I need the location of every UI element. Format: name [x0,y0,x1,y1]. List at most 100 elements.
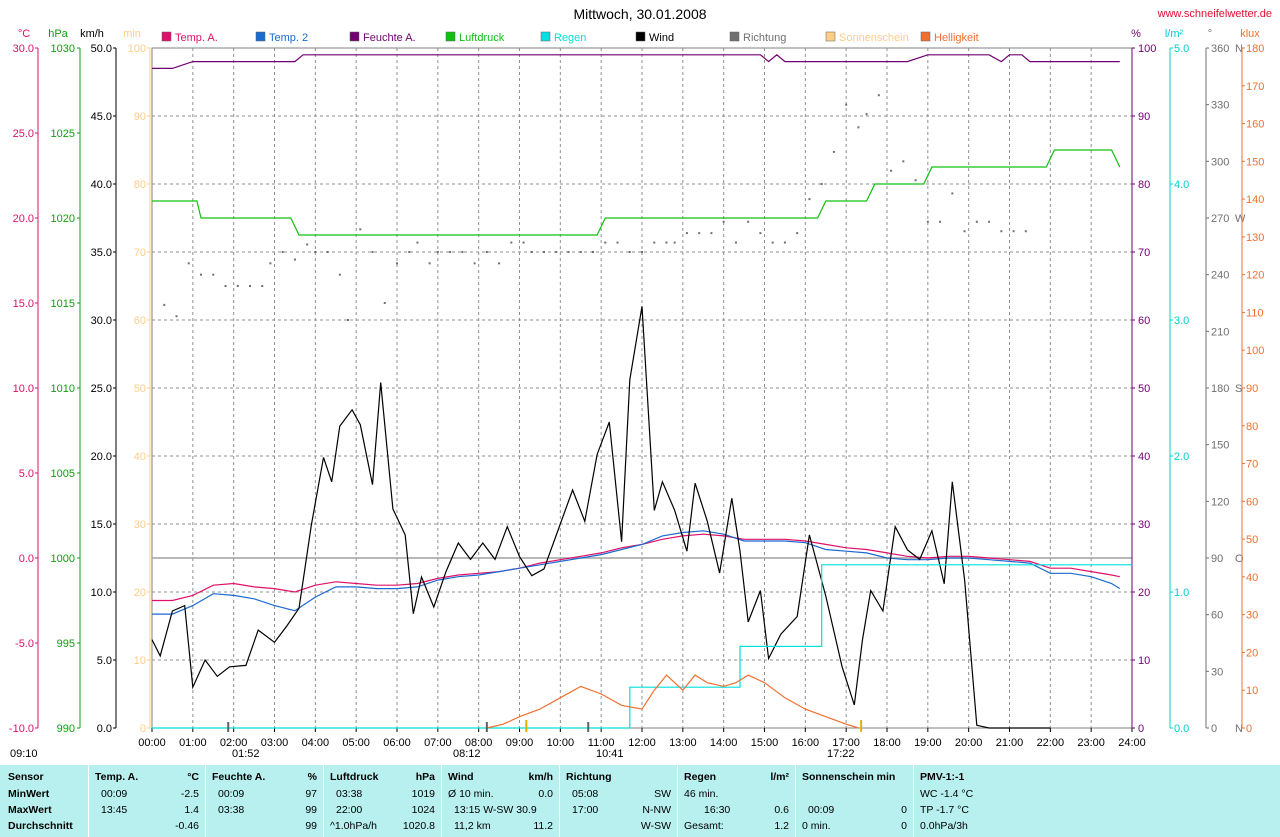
pressure-trend: ^1.0hPa/h [330,820,377,832]
brightness-tick-label: 160 [1246,119,1264,131]
legend-label: Wind [649,32,674,44]
compass-label: S [1235,383,1242,395]
row-label-max: MaxWert [8,804,52,816]
rain-max-time: 16:30 [704,804,731,816]
humidity-tick-label: 10 [1138,655,1150,667]
direction-point [857,126,860,129]
stats-col-sunshine: Sonnenschein min 00:09 0 0 min. 0 [796,765,914,837]
direction-point [314,251,317,253]
direction-point [543,251,545,253]
direction-point [224,285,227,287]
stats-col-pmv: PMV-1:-1 WC -1.4 °C TP -1.7 °C 0.0hPa/3h [914,765,1034,837]
sunshine-tick-label: 70 [134,247,146,259]
direction-point [939,220,942,223]
rain-duration: 46 min. [684,788,719,800]
wind-axis-unit: km/h [80,28,104,40]
direction-point [783,241,786,244]
sunshine-total-value: 0 [901,820,907,832]
direction-axis-unit: ° [1208,28,1212,40]
legend-swatch [920,31,931,42]
brightness-tick-label: 150 [1246,156,1264,168]
direction-point [530,251,533,253]
direction-point [698,232,701,235]
direction-point [269,262,272,265]
rain-tick-label: 0.0 [1174,723,1189,735]
humidity-min-value: 97 [305,788,317,800]
direction-point [877,94,880,97]
humidity-tick-label: 100 [1138,43,1156,55]
direction-point [281,251,284,253]
weather-chart: 00:00 01:00 02:00 03:00 04:00 05:00 06:00 07:00… [9,28,1264,760]
sunrise-label: 09:10 [10,748,38,760]
pressure-min-value: 1019 [411,788,435,800]
series-line [151,306,1051,729]
legend-label: Temp. 2 [269,32,308,44]
direction-point [604,241,607,244]
humidity-min-time: 00:09 [218,788,245,800]
wind-tick-label: 10.0 [91,587,112,599]
direction-point [988,220,991,223]
rain-axis-unit: l/m² [1165,28,1184,40]
legend-swatch [445,31,456,42]
brightness-tick-label: 130 [1246,232,1264,244]
direction-min-value: SW [654,788,671,800]
brightness-tick-label: 100 [1246,345,1264,357]
temp-tick-label: -5.0 [15,638,34,650]
sunshine-tick-label: 100 [128,43,146,55]
direction-point [685,232,688,235]
x-tick-label: 16:00 [792,737,820,749]
x-tick-label: 23:00 [1077,737,1105,749]
stats-header: Sensor [8,771,44,783]
pressure-tick-label: 1005 [51,468,75,480]
x-tick-label: 14:00 [710,737,738,749]
direction-point [963,230,966,233]
direction-tick-label: 120 [1211,496,1229,508]
x-tick-label: 13:00 [669,737,697,749]
brightness-tick-label: 40 [1246,572,1258,584]
event-time-label: 10:41 [596,748,624,760]
temp-axis-unit: °C [18,28,30,40]
direction-point [796,232,799,235]
direction-max-time: 17:00 [572,804,599,816]
sunset-label: 17:22 [827,748,855,760]
direction-tick-label: 210 [1211,326,1229,338]
x-tick-label: 19:00 [914,737,942,749]
direction-tick-label: 180 [1211,383,1229,395]
stats-col-humidity: Feuchte A. % 00:09 97 03:38 99 99 [206,765,324,837]
wind-avg-label: Ø 10 min. [448,788,494,800]
stats-col-temp: Temp. A. °C 00:09 -2.5 13:45 1.4 -0.46 [89,765,206,837]
direction-point [371,251,374,253]
legend-label: Sonnenschein [839,32,909,44]
humidity-tick-label: 80 [1138,179,1150,191]
direction-tick-label: 60 [1211,610,1223,622]
wind-tick-label: 45.0 [91,111,112,123]
legend-swatch [729,31,740,42]
direction-point [485,251,488,253]
temp-avg-value: -0.46 [175,820,199,832]
sunshine-total-label: 0 min. [802,820,831,832]
direction-tick-label: 30 [1211,666,1223,678]
temp-tick-label: 5.0 [19,468,34,480]
humidity-tick-label: 90 [1138,111,1150,123]
direction-point [212,273,215,276]
direction-point [710,232,713,235]
humidity-avg-value: 99 [305,820,317,832]
direction-point [175,315,178,318]
wind-min-value: 0.0 [538,788,553,800]
wind-tick-label: 30.0 [91,315,112,327]
humidity-tick-label: 70 [1138,247,1150,259]
direction-tick-label: 300 [1211,156,1229,168]
direction-point [249,285,251,287]
legend-swatch [255,31,266,42]
legend-label: Richtung [743,32,786,44]
direction-point [771,241,774,244]
brightness-tick-label: 120 [1246,270,1264,282]
humidity-axis-unit: % [1131,28,1141,40]
stats-col-wind: Wind km/h Ø 10 min. 0.0 13:15 W-SW 30.9 … [442,765,560,837]
sunshine-tick-label: 60 [134,315,146,327]
temp-tick-label: -10.0 [9,723,34,735]
x-tick-label: 09:00 [506,737,534,749]
direction-point [808,198,811,201]
pressure-max-time: 22:00 [336,804,363,816]
site-link[interactable]: www.schneifelwetter.de [1157,8,1272,20]
